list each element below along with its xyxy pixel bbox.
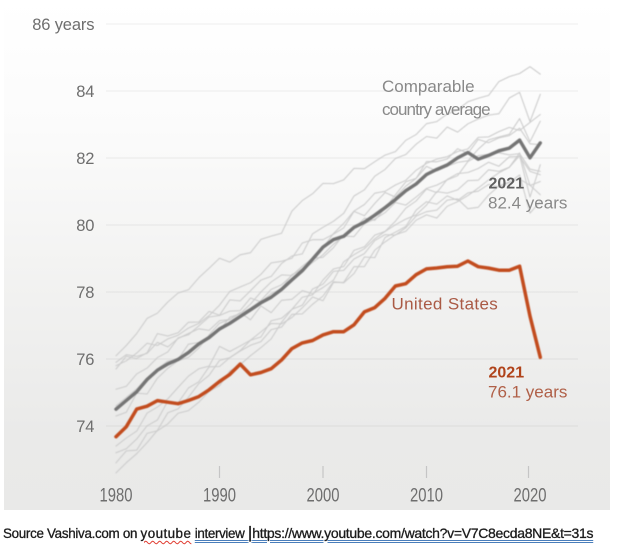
- svg-text:74: 74: [76, 418, 94, 436]
- svg-text:country average: country average: [382, 100, 490, 119]
- svg-text:Comparable: Comparable: [382, 77, 475, 96]
- svg-text:86 years: 86 years: [32, 16, 94, 34]
- svg-text:76: 76: [76, 351, 94, 369]
- svg-text:2010: 2010: [410, 485, 443, 506]
- svg-text:82.4 years: 82.4 years: [488, 194, 567, 213]
- svg-text:2020: 2020: [514, 485, 547, 506]
- svg-text:1990: 1990: [203, 485, 236, 506]
- svg-text:1980: 1980: [100, 485, 133, 506]
- svg-text:78: 78: [76, 284, 94, 302]
- svg-text:2021: 2021: [489, 365, 525, 382]
- svg-text:2000: 2000: [307, 485, 340, 506]
- svg-text:80: 80: [76, 217, 94, 235]
- svg-text:United States: United States: [392, 295, 499, 314]
- svg-text:2021: 2021: [489, 176, 525, 193]
- svg-text:76.1 years: 76.1 years: [488, 383, 567, 402]
- svg-text:82: 82: [76, 150, 94, 168]
- svg-text:84: 84: [76, 83, 94, 101]
